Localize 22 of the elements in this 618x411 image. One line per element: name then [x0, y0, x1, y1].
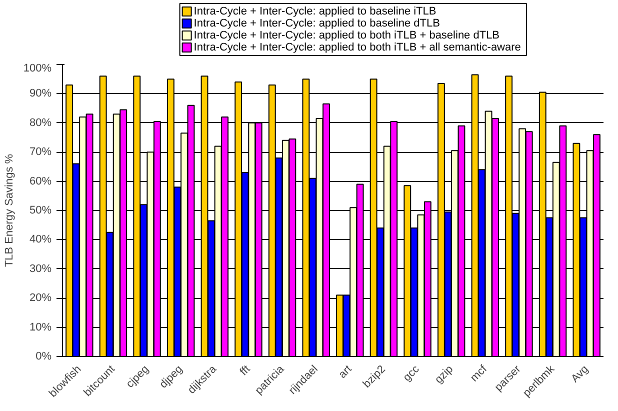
y-tick-label: 10%: [29, 321, 52, 334]
x-tick-label: art: [336, 363, 354, 381]
y-tick-label: 40%: [29, 234, 52, 246]
y-tick-label: 50%: [29, 204, 52, 216]
y-tick-label: 100%: [23, 62, 52, 74]
y-tick-label: 90%: [29, 88, 52, 100]
legend-label: Intra-Cycle + Inter-Cycle: applied to both iTLB + baseline dTLB: [194, 30, 500, 42]
legend-label: Intra-Cycle + Inter-Cycle: applied to baseline iTLB: [194, 6, 436, 18]
x-tick-label: fft: [238, 363, 253, 378]
legend-label: Intra-Cycle + Inter-Cycle: applied to baseline dTLB: [194, 18, 440, 30]
y-tick-label: 0%: [36, 350, 52, 362]
y-tick-label: 70%: [29, 146, 52, 158]
x-tick-label: gcc: [401, 362, 422, 384]
y-axis-title: TLB Energy Savings %: [3, 154, 16, 268]
y-tick-label: 60%: [29, 175, 52, 188]
legend-label: Intra-Cycle + Inter-Cycle: applied to both iTLB + all semantic-aware: [194, 42, 521, 54]
x-tick-label: mcf: [468, 362, 490, 384]
x-tick-label: gzip: [432, 363, 456, 386]
y-tick-label: 80%: [29, 116, 52, 129]
y-tick-label: 30%: [29, 262, 52, 275]
y-tick-label: 20%: [29, 292, 52, 304]
x-tick-label: Avg: [569, 363, 591, 386]
